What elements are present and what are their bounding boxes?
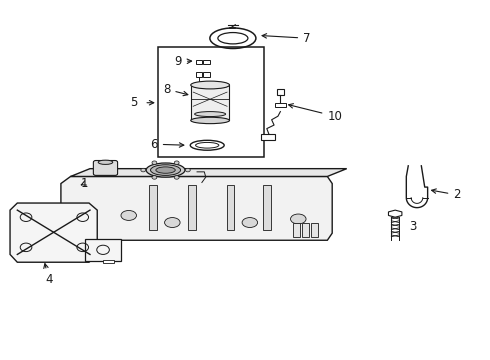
Bar xyxy=(262,134,275,140)
Bar xyxy=(196,72,202,77)
Ellipse shape xyxy=(195,112,225,117)
Bar xyxy=(275,103,286,107)
Ellipse shape xyxy=(98,160,113,165)
Text: 6: 6 xyxy=(150,138,184,151)
Text: 9: 9 xyxy=(174,55,192,68)
Ellipse shape xyxy=(150,165,181,175)
Bar xyxy=(191,85,229,121)
Ellipse shape xyxy=(121,211,137,220)
Circle shape xyxy=(174,161,179,165)
Bar xyxy=(263,185,270,230)
Text: 3: 3 xyxy=(409,220,416,234)
Ellipse shape xyxy=(156,167,175,173)
Bar xyxy=(203,72,210,77)
Polygon shape xyxy=(10,203,97,262)
Ellipse shape xyxy=(146,163,185,177)
Polygon shape xyxy=(389,210,402,217)
FancyBboxPatch shape xyxy=(94,161,118,175)
Bar xyxy=(277,89,284,95)
Ellipse shape xyxy=(191,81,229,89)
Ellipse shape xyxy=(165,217,180,228)
Circle shape xyxy=(141,168,146,172)
Bar xyxy=(196,60,202,64)
Polygon shape xyxy=(71,168,347,176)
Ellipse shape xyxy=(242,217,258,228)
Text: 4: 4 xyxy=(44,264,52,287)
Circle shape xyxy=(185,168,190,172)
Text: 8: 8 xyxy=(163,83,188,96)
Bar xyxy=(149,185,157,230)
Circle shape xyxy=(152,176,157,179)
Text: 1: 1 xyxy=(80,177,88,190)
Bar xyxy=(103,260,114,263)
Text: 2: 2 xyxy=(432,188,461,201)
Text: 10: 10 xyxy=(289,104,342,123)
Bar xyxy=(302,222,309,237)
Text: 7: 7 xyxy=(262,32,311,45)
Bar xyxy=(85,239,122,261)
Polygon shape xyxy=(61,176,332,240)
Bar xyxy=(203,60,210,64)
Bar xyxy=(311,222,318,237)
Ellipse shape xyxy=(191,117,229,123)
Circle shape xyxy=(174,176,179,179)
Ellipse shape xyxy=(291,214,306,224)
Bar xyxy=(188,185,196,230)
Circle shape xyxy=(152,161,157,165)
Text: 5: 5 xyxy=(130,96,138,109)
Bar xyxy=(294,222,300,237)
Bar xyxy=(226,185,234,230)
Bar xyxy=(158,47,265,157)
